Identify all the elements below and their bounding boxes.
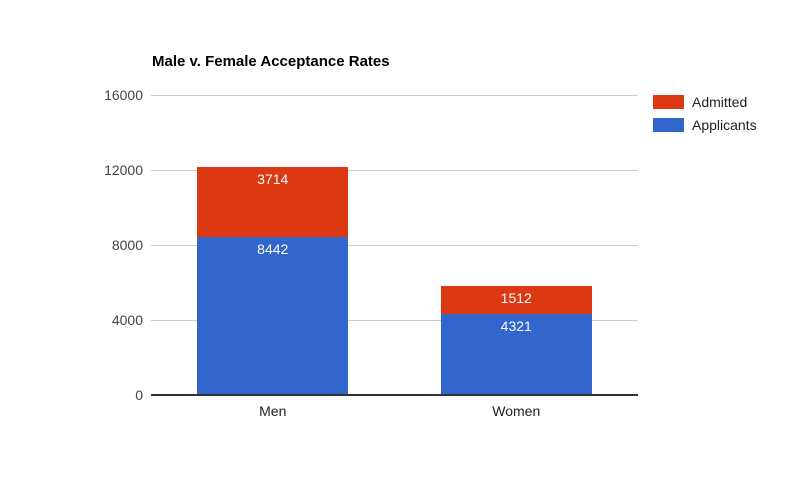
legend-swatch [653, 95, 684, 109]
x-tick-label-men: Men [259, 403, 287, 419]
x-axis-labels: Men Women [151, 403, 638, 423]
gridline-12000 [151, 170, 638, 171]
chart-title: Male v. Female Acceptance Rates [152, 53, 390, 70]
bar-men-admitted[interactable]: 3714 [197, 167, 349, 237]
legend: Admitted Applicants [653, 95, 757, 141]
x-axis-baseline [151, 394, 638, 396]
legend-label: Applicants [692, 117, 757, 133]
bar-men-applicants[interactable]: 8442 [197, 236, 349, 395]
bar-women-applicants[interactable]: 4321 [440, 313, 592, 395]
y-tick-label-8000: 8000 [111, 237, 143, 253]
bar-value-label: 1512 [500, 289, 532, 306]
gridline-8000 [151, 245, 638, 246]
bar-women-admitted[interactable]: 1512 [440, 285, 592, 314]
legend-item-admitted: Admitted [653, 95, 757, 109]
legend-swatch [653, 118, 684, 132]
plot-area: 8442 3714 4321 1512 [151, 95, 638, 396]
y-tick-label-0: 0 [135, 387, 143, 403]
bar-value-label: 3714 [257, 171, 289, 188]
y-axis-labels: 0 4000 8000 12000 16000 [0, 87, 143, 403]
legend-item-applicants: Applicants [653, 118, 757, 132]
x-tick-label-women: Women [492, 403, 541, 419]
y-tick-label-16000: 16000 [104, 87, 143, 103]
gridline-4000 [151, 320, 638, 321]
y-tick-label-4000: 4000 [111, 312, 143, 328]
gridline-16000 [151, 95, 638, 96]
y-tick-label-12000: 12000 [104, 162, 143, 178]
legend-label: Admitted [692, 94, 748, 110]
bar-value-label: 4321 [500, 317, 532, 334]
bar-value-label: 8442 [257, 240, 289, 257]
